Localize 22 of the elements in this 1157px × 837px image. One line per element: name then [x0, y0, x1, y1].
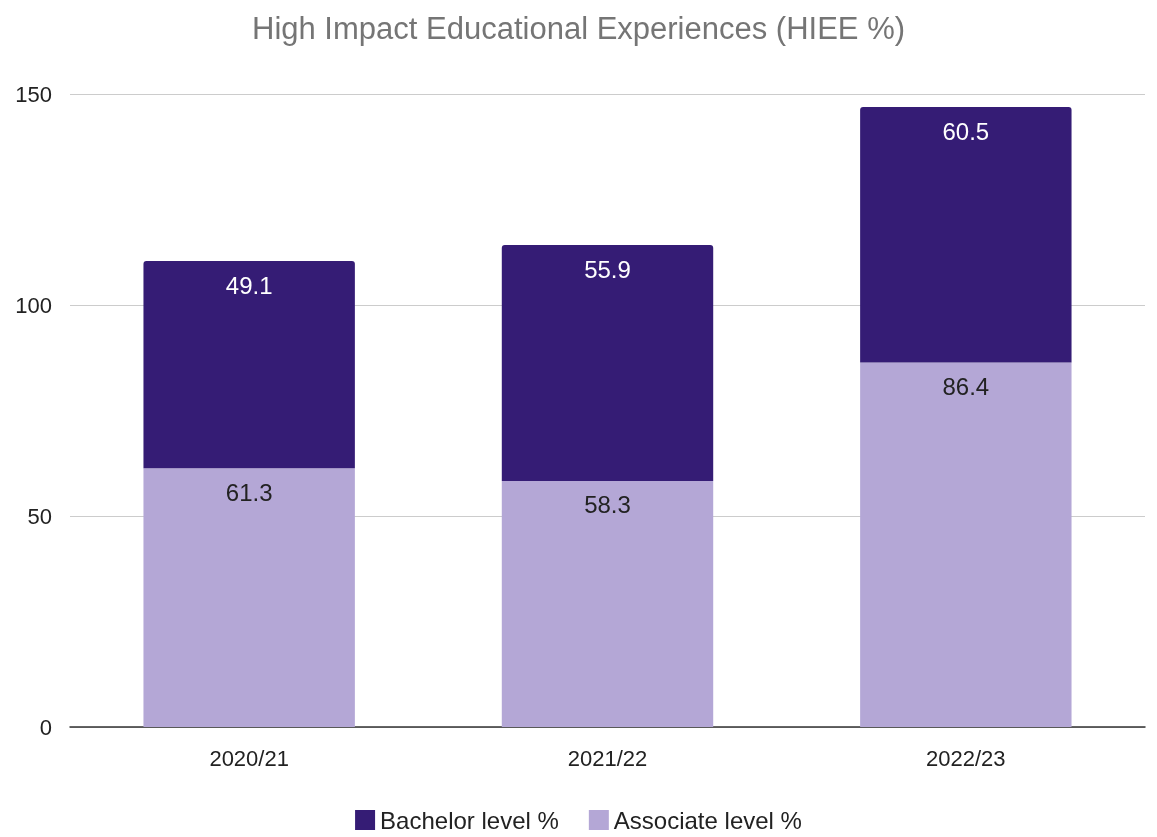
- bar: [860, 107, 1072, 363]
- y-tick-label: 0: [39, 714, 52, 740]
- data-label: 60.5: [942, 117, 990, 145]
- data-label: 86.4: [942, 372, 990, 400]
- data-label: 49.1: [225, 271, 273, 299]
- bar: [143, 261, 355, 469]
- chart-title: High Impact Educational Experiences (HIEE %): [251, 11, 906, 46]
- y-tick-label: 50: [27, 503, 52, 529]
- x-tick-label: 2021/22: [567, 745, 648, 771]
- bar: [860, 362, 1072, 727]
- x-tick-label: 2022/23: [926, 745, 1006, 771]
- x-tick-label: 2020/21: [209, 745, 289, 771]
- data-label: 55.9: [584, 255, 631, 283]
- legend-label: Associate level %: [613, 806, 802, 834]
- bar: [501, 480, 714, 727]
- data-label: 61.3: [225, 478, 273, 506]
- data-label: 58.3: [584, 491, 631, 519]
- bar: [501, 245, 714, 481]
- legend-label: Bachelor level %: [380, 806, 559, 834]
- bar: [143, 468, 355, 727]
- y-tick-label: 150: [15, 81, 52, 107]
- y-tick-label: 100: [15, 292, 52, 318]
